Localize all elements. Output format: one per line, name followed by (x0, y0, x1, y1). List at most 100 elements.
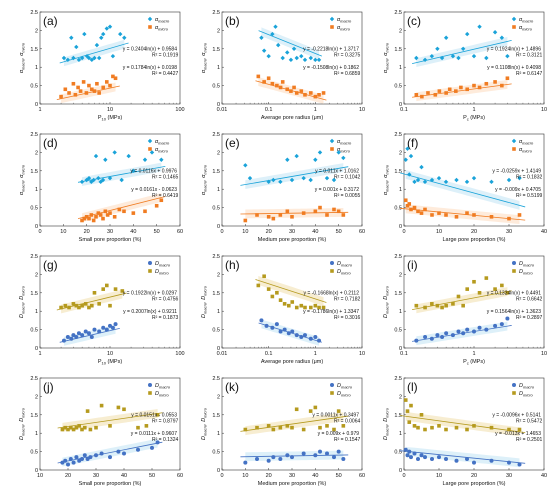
data-point (314, 304, 318, 308)
fit-r-squared: R² = 0.7182 (334, 297, 360, 303)
y-tick-label: 1.5 (212, 169, 220, 175)
data-point (314, 209, 318, 213)
data-point (116, 450, 120, 454)
data-point (255, 426, 259, 430)
data-point (77, 306, 81, 310)
data-point (67, 306, 71, 310)
data-point (465, 457, 469, 461)
data-point (317, 93, 321, 97)
x-tick-label: 10 (541, 107, 547, 113)
x-tick-label: 1 (38, 107, 41, 113)
data-point (101, 32, 105, 36)
y-tick-label: 1 (399, 309, 402, 315)
data-point (159, 158, 163, 162)
x-axis-label: Large pore proportion (%) (443, 237, 506, 243)
legend-marker (512, 391, 516, 395)
x-tick-label: 40 (130, 229, 136, 235)
svg-text:Dmacro, Dmicro: Dmacro, Dmicro (201, 285, 208, 318)
x-tick-label: 40 (541, 229, 547, 235)
legend-label: Dmicro (155, 391, 170, 398)
data-point (302, 428, 306, 432)
svg-text:αmacro, αmicro: αmacro, αmicro (19, 164, 26, 195)
data-point (92, 328, 96, 332)
data-point (275, 84, 279, 88)
data-point (271, 295, 275, 299)
x-tick-label: 10 (436, 473, 442, 479)
x-tick-label: 20 (65, 473, 71, 479)
data-point (126, 154, 130, 158)
svg-text:Dmacro, Dmicro: Dmacro, Dmicro (383, 407, 390, 440)
data-point (313, 335, 317, 339)
legend-label: αmicro (337, 25, 351, 32)
legend-marker (330, 391, 334, 395)
y-axis-label: Dmacro, Dmicro (19, 407, 26, 440)
data-point (430, 213, 434, 217)
data-point (500, 84, 504, 88)
trend-line (400, 451, 525, 464)
data-point (444, 457, 448, 461)
y-axis-label: Dmacro, Dmicro (383, 407, 390, 440)
fit-r-squared: R² = 0.1832 (516, 175, 542, 181)
data-point (287, 304, 291, 308)
data-point (440, 335, 444, 339)
data-point (416, 457, 420, 461)
y-tick-label: 1 (399, 431, 402, 437)
data-point (105, 284, 109, 288)
data-point (332, 455, 336, 459)
y-tick-label: 1 (399, 187, 402, 193)
data-point (490, 215, 494, 219)
x-tick-label: 40 (312, 229, 318, 235)
svg-text:αmacro, αmicro: αmacro, αmicro (383, 42, 390, 73)
x-tick-label: 0 (38, 229, 41, 235)
data-point (262, 274, 266, 278)
y-tick-label: 2 (217, 150, 220, 156)
data-point (243, 461, 247, 465)
data-point (285, 50, 289, 54)
legend-label: αmicro (519, 25, 533, 32)
data-point (145, 424, 149, 428)
fit-r-squared: R² = 0.1873 (152, 315, 178, 321)
y-axis-label: Dmacro, Dmicro (201, 407, 208, 440)
data-point (465, 211, 469, 215)
x-tick-label: 20 (84, 229, 90, 235)
y-tick-label: 1 (217, 187, 220, 193)
data-point (435, 47, 439, 51)
data-point (409, 208, 413, 212)
legend-label: Dmicro (519, 391, 534, 398)
data-point (80, 457, 84, 461)
x-tick-label: 30 (506, 229, 512, 235)
data-point (150, 446, 154, 450)
legend-label: Dmacro (337, 261, 353, 268)
data-point (279, 329, 283, 333)
data-point (299, 89, 303, 93)
data-point (285, 453, 289, 457)
data-point (72, 82, 76, 86)
data-point (295, 91, 299, 95)
data-point (451, 302, 455, 306)
data-point (465, 328, 469, 332)
y-tick-label: 1.5 (394, 47, 402, 53)
data-point (313, 158, 317, 162)
x-tick-label: 40 (312, 473, 318, 479)
data-point (97, 302, 101, 306)
data-point (59, 306, 63, 310)
data-point (302, 211, 306, 215)
panel-label: (d) (43, 136, 58, 150)
data-point (90, 213, 94, 217)
data-point (325, 451, 329, 455)
x-axis-label: Pc (MPs) (463, 115, 485, 122)
y-axis-label: Dmacro, Dmicro (383, 285, 390, 318)
data-point (485, 82, 489, 86)
legend-label: αmacro (337, 17, 352, 24)
legend-label: Dmicro (155, 269, 170, 276)
data-point (97, 56, 101, 60)
data-point (287, 331, 291, 335)
legend-marker (148, 17, 152, 21)
panel-label: (k) (225, 380, 239, 394)
data-point (415, 93, 419, 97)
data-point (416, 426, 420, 430)
data-point (101, 217, 105, 221)
y-tick-label: 2 (399, 394, 402, 400)
data-point (404, 198, 408, 202)
legend-marker (512, 25, 516, 29)
